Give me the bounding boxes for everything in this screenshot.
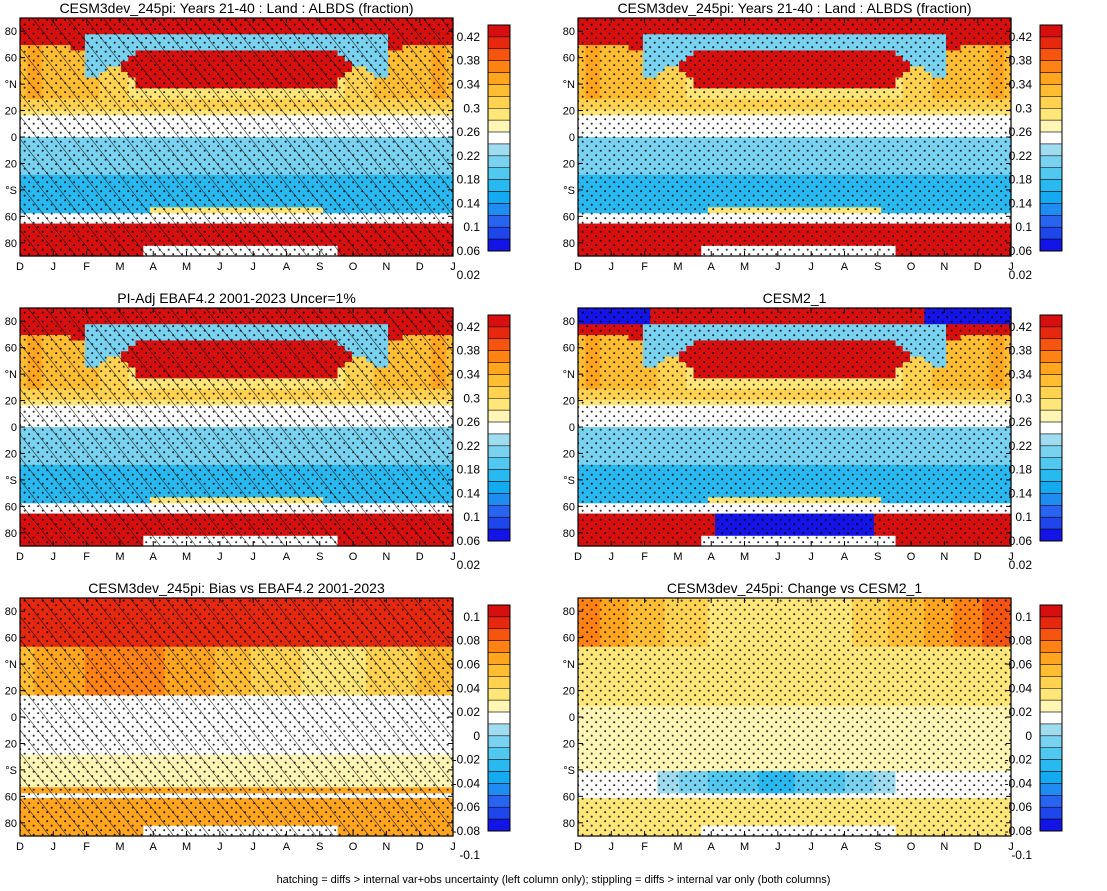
colorbar-swatch bbox=[487, 48, 511, 61]
colorbar-swatch bbox=[487, 215, 511, 228]
colorbar-swatch bbox=[487, 238, 511, 252]
y-tick-label: 60 bbox=[5, 53, 17, 65]
y-tick-label: °N bbox=[5, 79, 17, 91]
colorbar-swatch bbox=[487, 24, 511, 38]
x-tick-label: A bbox=[283, 261, 291, 273]
x-tick-label: D bbox=[416, 261, 424, 273]
x-tick-label: A bbox=[150, 261, 158, 273]
colorbar-label: 0.14 bbox=[457, 196, 481, 210]
x-tick-label: D bbox=[16, 261, 24, 273]
x-tick-label: M bbox=[115, 261, 124, 273]
colorbar-frame bbox=[487, 24, 511, 252]
x-tick-label: S bbox=[316, 261, 323, 273]
y-tick-label: 80 bbox=[5, 238, 17, 250]
y-tick-label: °S bbox=[5, 185, 17, 197]
x-tick-label: N bbox=[382, 261, 390, 273]
colorbar-swatch bbox=[487, 36, 511, 50]
colorbar-label: 0.3 bbox=[463, 101, 480, 115]
x-tick-label: J bbox=[250, 261, 256, 273]
chart-title: CESM3dev_245pi: Years 21-40 : Land : ALB… bbox=[617, 0, 971, 16]
y-tick-label: 20 bbox=[5, 106, 17, 118]
y-tick-label: 20 bbox=[5, 158, 17, 170]
colorbar-label: 0.06 bbox=[457, 244, 481, 258]
colorbar-label: 0.42 bbox=[457, 30, 481, 44]
colorbar-label: 0.22 bbox=[457, 149, 481, 163]
colorbar-swatch bbox=[487, 96, 511, 109]
colorbar-swatch bbox=[487, 167, 511, 180]
colorbar-swatch bbox=[487, 191, 511, 204]
colorbar-swatch bbox=[487, 155, 511, 168]
colorbar-swatch bbox=[487, 143, 511, 157]
colorbar-swatch bbox=[487, 203, 511, 216]
chart-panel: CESM3dev_245pi: Years 21-40 : Land : ALB… bbox=[563, 0, 1063, 282]
colorbar-swatch bbox=[487, 108, 511, 121]
x-tick-label: M bbox=[182, 261, 191, 273]
colorbar-swatch bbox=[487, 131, 511, 145]
y-tick-label: 0 bbox=[11, 132, 17, 144]
colorbar-label: 0.02 bbox=[457, 268, 481, 282]
x-tick-label: F bbox=[83, 261, 90, 273]
y-tick-label: 80 bbox=[5, 26, 17, 38]
colorbar-swatch bbox=[487, 84, 511, 97]
chart-title: CESM3dev_245pi: Years 21-40 : Land : ALB… bbox=[59, 0, 413, 16]
stippling-overlay bbox=[20, 18, 453, 256]
x-tick-label: O bbox=[349, 261, 358, 273]
x-tick-label: J bbox=[217, 261, 223, 273]
y-tick-label: 60 bbox=[5, 211, 17, 223]
colorbar-label: 0.38 bbox=[457, 54, 481, 68]
x-tick-label: J bbox=[51, 261, 57, 273]
colorbar-label: 0.34 bbox=[457, 77, 481, 91]
colorbar-swatch bbox=[487, 72, 511, 85]
colorbar-swatch bbox=[487, 179, 511, 192]
colorbar-swatch bbox=[487, 60, 511, 73]
colorbar-swatch bbox=[487, 119, 511, 133]
colorbar-swatch bbox=[487, 226, 511, 240]
chart-panel: CESM3dev_245pi: Years 21-40 : Land : ALB… bbox=[5, 0, 511, 282]
colorbar-label: 0.18 bbox=[457, 173, 481, 187]
colorbar-label: 0.1 bbox=[463, 220, 480, 234]
colorbar-label: 0.26 bbox=[457, 125, 481, 139]
x-tick-label: J bbox=[450, 261, 456, 273]
